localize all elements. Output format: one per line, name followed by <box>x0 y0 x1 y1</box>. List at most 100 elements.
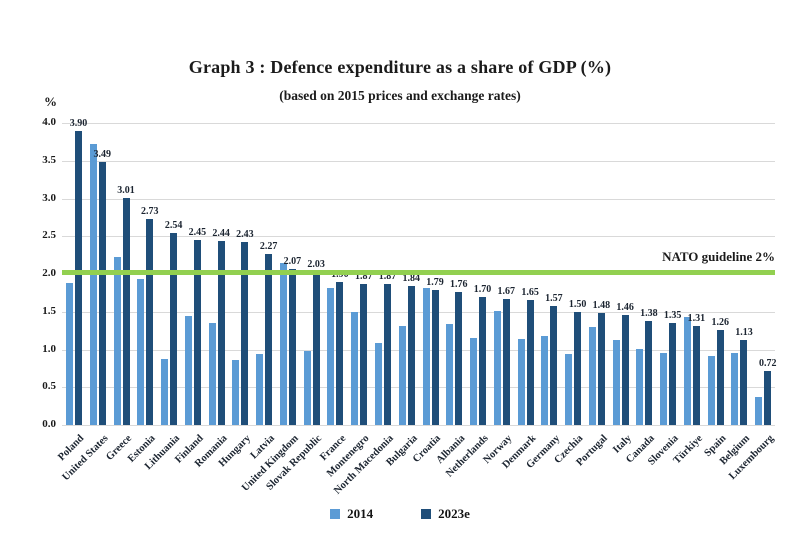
bar-2014-Italy <box>612 339 620 425</box>
bar-2014-Denmark <box>517 338 525 425</box>
nato-guideline-line <box>62 270 775 275</box>
value-label-Luxembourg: 0.72 <box>758 357 777 369</box>
legend-item-2023e: 2023e <box>421 506 470 522</box>
value-label-Denmark: 1.65 <box>521 287 539 299</box>
bar-2014-United States <box>89 144 97 425</box>
bar-2023e-Lithuania <box>170 233 178 425</box>
value-label-Romania: 2.44 <box>212 227 230 239</box>
bar-2023e-Spain <box>716 329 724 425</box>
value-label-North Macedonia: 1.87 <box>378 270 397 282</box>
value-label-Germany: 1.57 <box>545 293 563 305</box>
bar-2023e-United States <box>98 161 106 425</box>
bar-2014-Romania <box>208 323 216 425</box>
gridline-3.0 <box>62 198 775 200</box>
y-tick-1.0: 1.0 <box>42 342 56 355</box>
gridline-1.5 <box>62 311 775 313</box>
bar-2014-Albania <box>446 323 454 425</box>
value-label-Norway: 1.67 <box>497 285 516 297</box>
bar-2014-Czechia <box>565 354 573 425</box>
bar-2023e-United Kingdom <box>288 268 296 425</box>
chart-title: Graph 3 : Defence expenditure as a share… <box>188 57 612 77</box>
bar-2014-Poland <box>66 283 73 425</box>
y-tick-4.0: 4.0 <box>42 116 56 128</box>
bar-2014-Portugal <box>588 326 596 425</box>
value-label-Hungary: 2.43 <box>236 228 254 240</box>
bar-2023e-Hungary <box>241 241 249 425</box>
bar-2023e-Netherlands <box>479 296 487 425</box>
bar-2023e-Latvia <box>265 253 273 425</box>
bar-2023e-Greece <box>122 197 130 425</box>
y-tick-0.0: 0.0 <box>42 418 56 430</box>
bar-2014-Germany <box>541 335 549 425</box>
value-label-Croatia: 1.79 <box>426 276 444 288</box>
bar-2014-Norway <box>493 310 501 425</box>
bar-2014-North Macedonia <box>374 342 382 425</box>
value-label-Latvia: 2.27 <box>259 240 278 252</box>
legend-item-2014: 2014 <box>330 506 373 522</box>
value-label-Finland: 2.45 <box>188 227 207 239</box>
bar-2014-Montenegro <box>351 311 359 425</box>
bar-2014-Slovak Republic <box>303 351 311 425</box>
bar-2023e-Belgium <box>740 339 748 425</box>
value-label-Canada: 1.38 <box>640 307 658 319</box>
gridline-1.0 <box>62 349 775 351</box>
gridline-4.0 <box>62 123 775 124</box>
bar-2023e-Slovenia <box>669 323 677 425</box>
y-tick-2.5: 2.5 <box>42 229 56 242</box>
bar-2023e-Poland <box>75 130 82 425</box>
value-label-Slovenia: 1.35 <box>663 310 682 322</box>
bar-2014-United Kingdom <box>279 263 287 425</box>
legend-label-2023e: 2023e <box>438 506 470 521</box>
value-label-Bulgaria: 1.84 <box>402 273 420 285</box>
bar-2023e-France <box>336 281 344 425</box>
bar-2014-Hungary <box>232 360 240 425</box>
value-label-Greece: 3.01 <box>117 184 135 196</box>
y-axis-unit-label: % <box>44 94 57 109</box>
bar-2014-Estonia <box>137 279 145 425</box>
bar-2023e-Romania <box>217 240 225 425</box>
gridline-3.5 <box>62 160 775 162</box>
bar-2023e-Türkiye <box>692 326 700 425</box>
legend-label-2014: 2014 <box>347 506 374 521</box>
bar-2014-Finland <box>184 315 192 425</box>
bar-2023e-Norway <box>502 298 510 425</box>
bar-2014-Netherlands <box>470 338 478 425</box>
bar-2014-France <box>327 288 335 425</box>
value-label-Estonia: 2.73 <box>141 205 159 217</box>
legend-swatch-2023e <box>421 509 432 519</box>
gridline-0.0 <box>62 425 775 426</box>
bar-2023e-Denmark <box>526 300 534 425</box>
chart-subtitle: (based on 2015 prices and exchange rates… <box>279 88 521 103</box>
value-label-Türkiye: 1.31 <box>687 313 706 325</box>
value-label-United States: 3.49 <box>93 148 112 160</box>
value-label-Netherlands: 1.70 <box>473 283 492 295</box>
value-label-Italy: 1.46 <box>616 301 634 313</box>
value-label-United Kingdom: 2.07 <box>283 255 302 267</box>
bar-2014-Croatia <box>422 288 430 425</box>
bar-2023e-Montenegro <box>360 283 368 425</box>
y-tick-3.0: 3.0 <box>42 191 56 204</box>
bar-2014-Bulgaria <box>398 326 406 425</box>
bar-2023e-Croatia <box>431 289 439 425</box>
bar-2023e-Germany <box>550 306 558 425</box>
bar-2023e-Portugal <box>597 313 605 425</box>
value-label-Czechia: 1.50 <box>568 298 587 310</box>
value-label-Poland: 3.90 <box>69 117 88 129</box>
bar-2023e-Albania <box>455 292 463 425</box>
bar-2014-Luxembourg <box>755 397 763 425</box>
bar-2014-Slovenia <box>660 352 668 425</box>
y-tick-0.5: 0.5 <box>42 380 56 393</box>
value-label-Slovak Republic: 2.03 <box>307 258 325 270</box>
bar-2014-Belgium <box>731 352 739 425</box>
bar-2014-Türkiye <box>683 317 691 425</box>
bar-2014-Canada <box>636 348 644 425</box>
value-label-Belgium: 1.13 <box>735 326 753 338</box>
bar-2014-Spain <box>707 356 715 425</box>
bar-2023e-Czechia <box>574 311 582 425</box>
bar-2023e-Luxembourg <box>764 370 772 425</box>
value-label-Spain: 1.26 <box>711 316 729 328</box>
y-tick-3.5: 3.5 <box>42 153 56 166</box>
bar-2014-Latvia <box>256 354 264 425</box>
gridline-2.5 <box>62 236 775 238</box>
bar-2023e-Italy <box>621 314 629 425</box>
